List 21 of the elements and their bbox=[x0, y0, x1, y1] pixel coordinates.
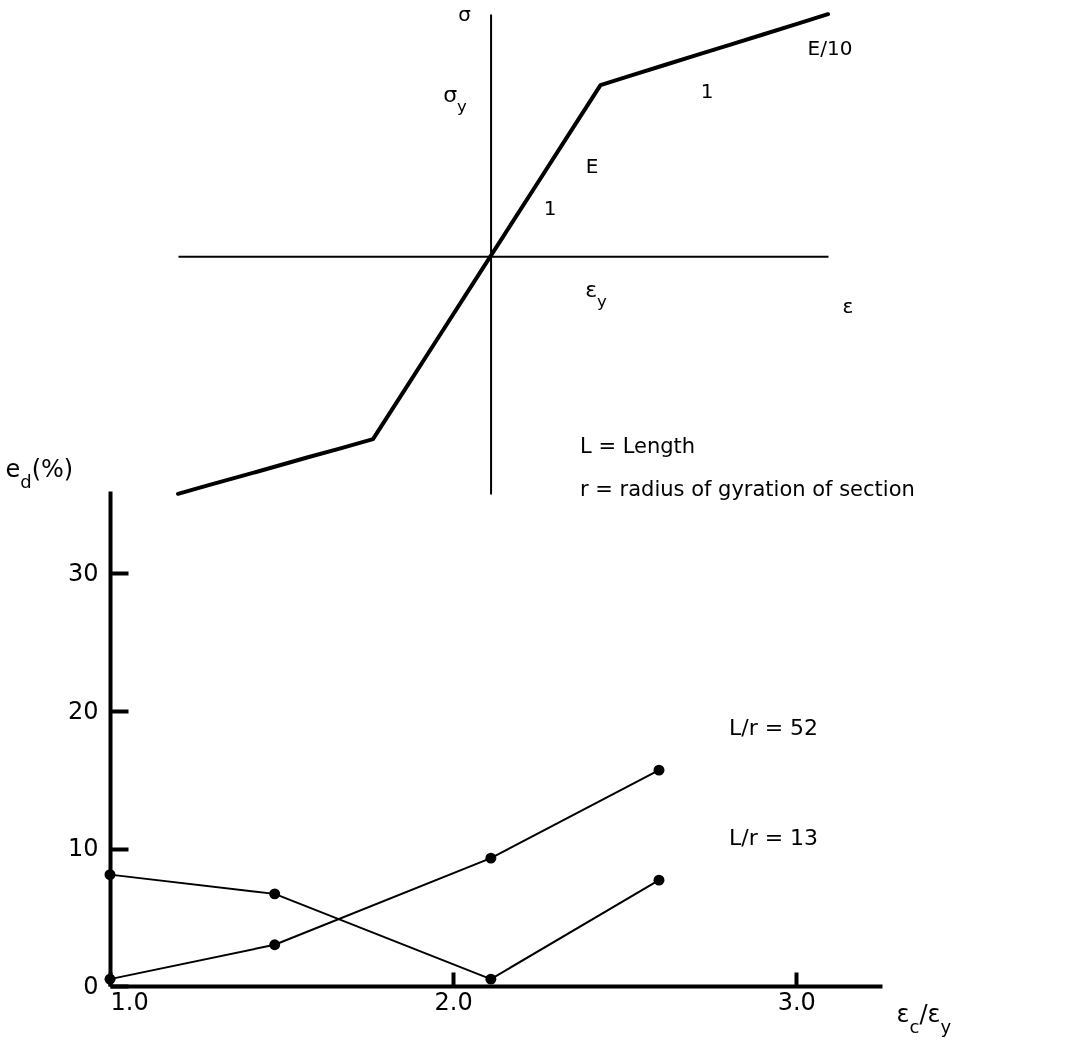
text: L/r = 52 bbox=[728, 715, 819, 741]
annotation: σ$_{y}$ bbox=[443, 82, 468, 116]
annotation: 1 bbox=[700, 79, 714, 103]
y-axis-title: e$_{d}$(%) bbox=[5, 454, 74, 491]
y-tick-label: 0 bbox=[83, 971, 99, 1000]
annotation: r = radius of gyration of section bbox=[580, 477, 915, 501]
x-axis-title: ε bbox=[842, 293, 854, 318]
y-axis-title: σ bbox=[458, 1, 472, 26]
y-tick-label: 20 bbox=[67, 696, 99, 725]
annotation: E/10 bbox=[807, 36, 853, 60]
x-tick-label: 1.0 bbox=[110, 987, 149, 1016]
y-tick-label: 30 bbox=[67, 559, 99, 587]
annotation: ε$_{y}$ bbox=[585, 277, 608, 311]
x-axis-title: ε$_{c}$/ε$_{y}$ bbox=[896, 999, 952, 1036]
annotation: L = Length bbox=[580, 434, 696, 458]
x-tick-label: 3.0 bbox=[777, 987, 816, 1016]
y-tick-label: 10 bbox=[67, 834, 99, 862]
annotation: 1 bbox=[543, 196, 557, 220]
x-tick-label: 2.0 bbox=[434, 987, 473, 1016]
text: L/r = 13 bbox=[728, 825, 819, 851]
annotation: E bbox=[585, 154, 599, 178]
